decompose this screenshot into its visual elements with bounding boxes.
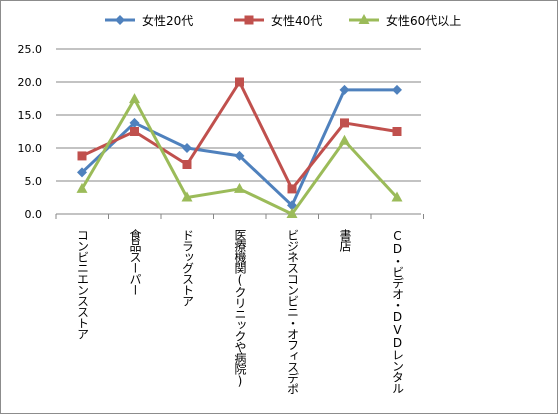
y-tick-label: 10.0 <box>18 142 43 155</box>
data-point-series-2 <box>392 127 402 136</box>
x-tick-label: コンビニエンスストア <box>76 229 90 340</box>
data-point-series-3 <box>286 208 298 218</box>
x-tick-label: 医療機関(クリニックや病院) <box>233 229 247 387</box>
data-point-series-3 <box>234 182 245 193</box>
data-point-series-3 <box>76 182 88 193</box>
x-tick-label: 書店 <box>338 229 352 252</box>
y-tick-label: 0.0 <box>25 208 43 221</box>
data-point-series-1 <box>392 84 402 95</box>
y-tick-label: 25.0 <box>18 43 43 56</box>
legend-label-2: 女性40代 <box>271 13 322 28</box>
legend-label-1: 女性20代 <box>142 13 193 28</box>
legend-marker-1 <box>115 15 125 25</box>
data-point-series-1 <box>77 167 87 178</box>
data-point-series-1 <box>287 200 297 211</box>
data-point-series-2 <box>235 77 244 87</box>
series-line-2 <box>81 80 398 191</box>
data-point-series-2 <box>340 118 349 128</box>
x-tick-label: ビジネスコンビニ・オフィスデポ <box>286 229 300 394</box>
data-point-series-2 <box>287 184 297 194</box>
legend-marker-2 <box>244 15 254 25</box>
y-tick-label: 15.0 <box>18 109 43 122</box>
x-tick-label: 食品スーパー <box>128 228 142 295</box>
legend-marker-3 <box>358 14 370 24</box>
x-tick-label: ドラッグストア <box>181 229 195 307</box>
data-point-series-1 <box>182 143 192 153</box>
data-point-series-3 <box>181 191 193 202</box>
data-point-series-3 <box>129 93 140 104</box>
data-point-series-2 <box>130 127 139 136</box>
x-tick-label: CD・ビデオ・DVDレンタル <box>391 229 405 393</box>
data-point-series-2 <box>182 160 192 169</box>
data-point-series-1 <box>129 117 140 128</box>
y-tick-label: 20.0 <box>18 76 43 89</box>
data-point-series-1 <box>339 84 350 95</box>
data-point-series-3 <box>391 191 403 202</box>
legend-label-3: 女性60代以上 <box>386 13 461 28</box>
data-point-series-3 <box>339 134 350 145</box>
data-point-series-2 <box>77 151 87 161</box>
data-point-series-1 <box>234 150 245 161</box>
y-tick-label: 5.0 <box>25 175 43 188</box>
